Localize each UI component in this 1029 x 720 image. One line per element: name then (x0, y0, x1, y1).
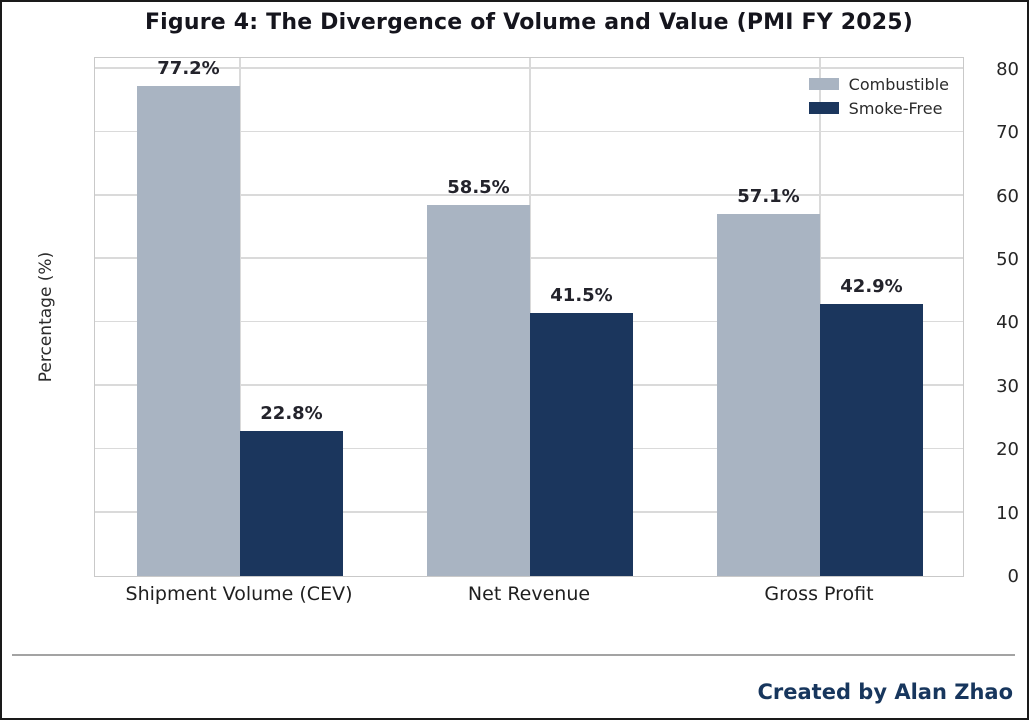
x-tick-label: Gross Profit (764, 583, 874, 605)
separator-line (12, 654, 1015, 656)
y-tick-label: 10 (996, 502, 1019, 524)
bar-value-label: 22.8% (260, 403, 323, 425)
bar-smoke-free-2 (530, 312, 633, 576)
y-tick-label: 70 (996, 122, 1019, 144)
bar-combustible-2 (427, 205, 530, 576)
credit-text: Created by Alan Zhao (757, 680, 1014, 704)
bar-combustible-3 (717, 213, 820, 576)
gridline-vertical (239, 58, 241, 576)
legend-item-smoke-free: Smoke-Free (808, 96, 949, 120)
gridline-horizontal (95, 194, 963, 196)
x-tick-label: Net Revenue (467, 583, 591, 605)
plot-canvas: 77.2% 58.5% 57.1% 22.8% 41.5% 42.9% (95, 58, 963, 576)
y-tick-label: 50 (996, 248, 1019, 270)
bar-smoke-free-1 (240, 431, 343, 576)
gridline-horizontal (95, 130, 963, 133)
bar-value-label: 42.9% (840, 275, 903, 297)
legend-item-combustible: Combustible (808, 72, 949, 96)
plot-area: 77.2% 58.5% 57.1% 22.8% 41.5% 42.9% Combustib… (94, 57, 964, 577)
bar-value-label: 57.1% (737, 185, 800, 207)
chart-title: Figure 4: The Divergence of Volume and V… (144, 10, 914, 35)
y-tick-label: 0 (1007, 566, 1019, 587)
x-tick-label: Shipment Volume (CEV) (125, 583, 353, 605)
bar-value-label: 58.5% (447, 177, 510, 199)
y-tick-label: 40 (996, 312, 1019, 334)
y-tick-label: 60 (996, 185, 1019, 207)
legend-swatch (808, 78, 839, 90)
y-tick-label: 30 (996, 375, 1019, 397)
legend-label: Combustible (848, 74, 949, 94)
y-axis-title: Percentage (%) (36, 251, 56, 383)
bar-value-label: 77.2% (157, 58, 220, 80)
bar-value-label: 41.5% (550, 284, 613, 306)
y-tick-label: 80 (996, 58, 1019, 80)
gridline-horizontal (95, 67, 963, 69)
bar-smoke-free-3 (820, 303, 923, 576)
legend-swatch (808, 102, 839, 114)
legend-label: Smoke-Free (848, 98, 943, 118)
y-tick-label: 20 (996, 439, 1019, 461)
bar-combustible-1 (137, 86, 240, 576)
legend: Combustible Smoke-Free (808, 72, 949, 120)
